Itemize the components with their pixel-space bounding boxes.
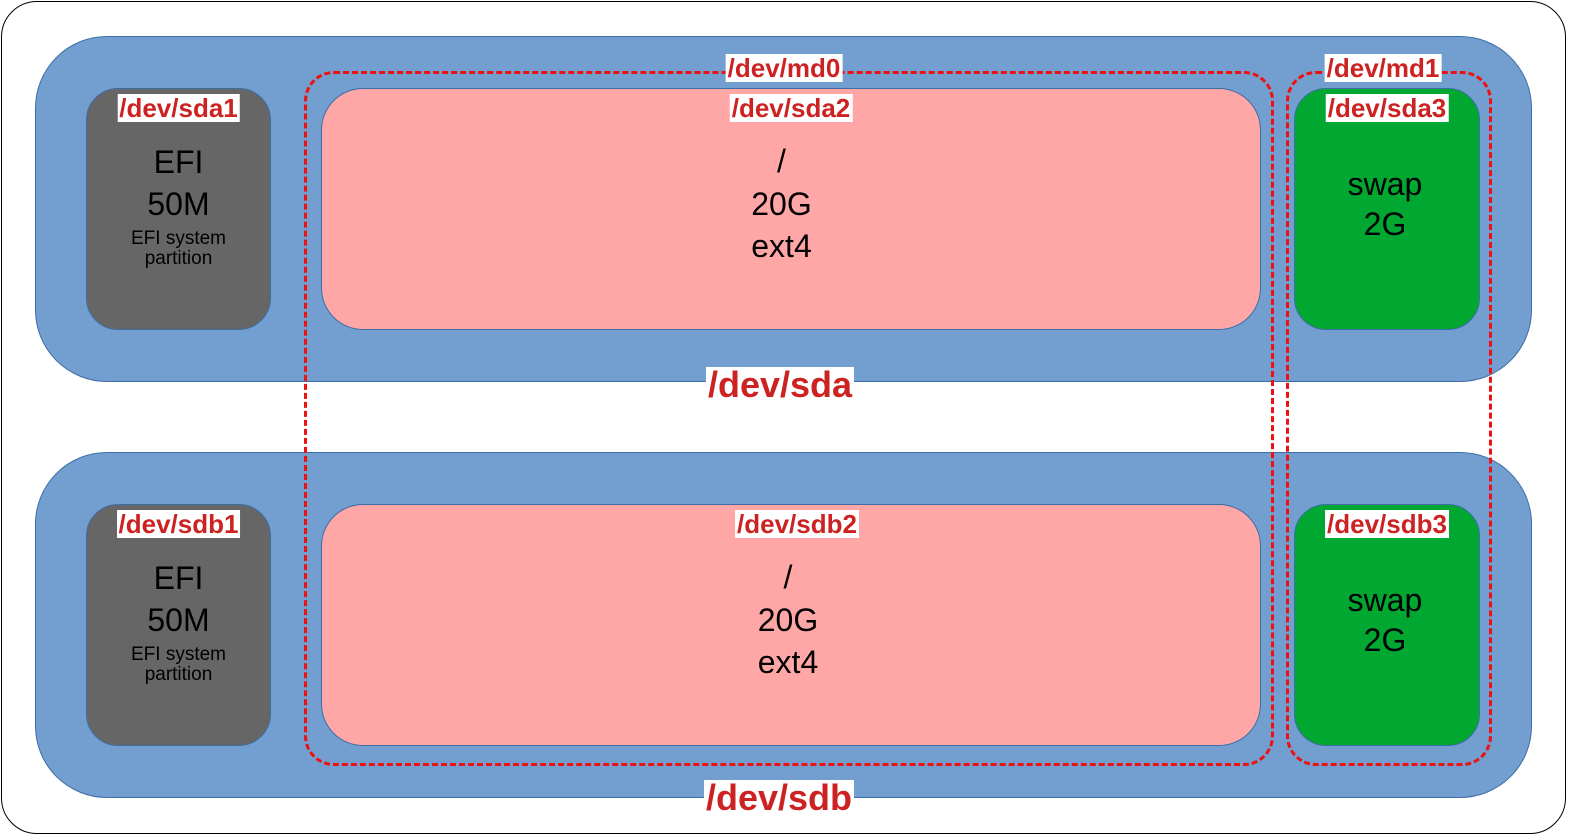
partition-desc: partition <box>144 248 213 269</box>
disk-sdb-label: /dev/sdb <box>703 777 855 818</box>
partition-name: EFI <box>153 560 204 596</box>
partition-size: 2G <box>1363 622 1407 658</box>
partition-size: 50M <box>147 186 210 222</box>
partition-mount: / <box>777 143 786 179</box>
partition-name: swap <box>1347 166 1423 202</box>
partition-device-label: /dev/sdb2 <box>735 509 859 539</box>
partition-size: 2G <box>1363 206 1407 242</box>
raid-md1-group <box>1286 71 1492 766</box>
raid-md0-group <box>304 71 1274 766</box>
partition-mount: / <box>783 559 793 595</box>
disk-sda-label: /dev/sda <box>705 364 855 405</box>
raid-md1-label: /dev/md1 <box>1324 53 1442 83</box>
partition-size: 20G <box>751 186 812 222</box>
partition-device-label: /dev/sdb1 <box>116 509 241 539</box>
partition-size: 50M <box>147 602 210 638</box>
partition-name: swap <box>1347 582 1423 618</box>
partition-size: 20G <box>757 602 819 638</box>
partition-desc: EFI system <box>130 228 226 249</box>
partition-sdb1-efi: /dev/sdb1 EFI 50M EFI system partition <box>86 504 271 746</box>
raid-md0-label: /dev/md0 <box>725 53 843 83</box>
partition-sda2-root: /dev/sda2 / 20G ext4 <box>321 88 1261 330</box>
partition-device-label: /dev/sda2 <box>729 93 853 123</box>
partition-sda1-efi: /dev/sda1 EFI 50M EFI system partition <box>86 88 271 330</box>
partition-fs: ext4 <box>757 644 819 680</box>
partition-fs: ext4 <box>751 228 812 264</box>
partition-device-label: /dev/sda3 <box>1325 93 1449 123</box>
partition-desc: EFI system <box>130 644 226 665</box>
partition-sdb3-swap: /dev/sdb3 swap 2G <box>1294 504 1480 746</box>
partition-name: EFI <box>153 144 204 180</box>
partition-sda3-swap: /dev/sda3 swap 2G <box>1294 88 1480 330</box>
partition-device-label: /dev/sda1 <box>117 93 240 123</box>
partition-desc: partition <box>144 664 213 685</box>
partition-sdb2-root: /dev/sdb2 / 20G ext4 <box>321 504 1261 746</box>
partition-device-label: /dev/sdb3 <box>1325 509 1449 539</box>
